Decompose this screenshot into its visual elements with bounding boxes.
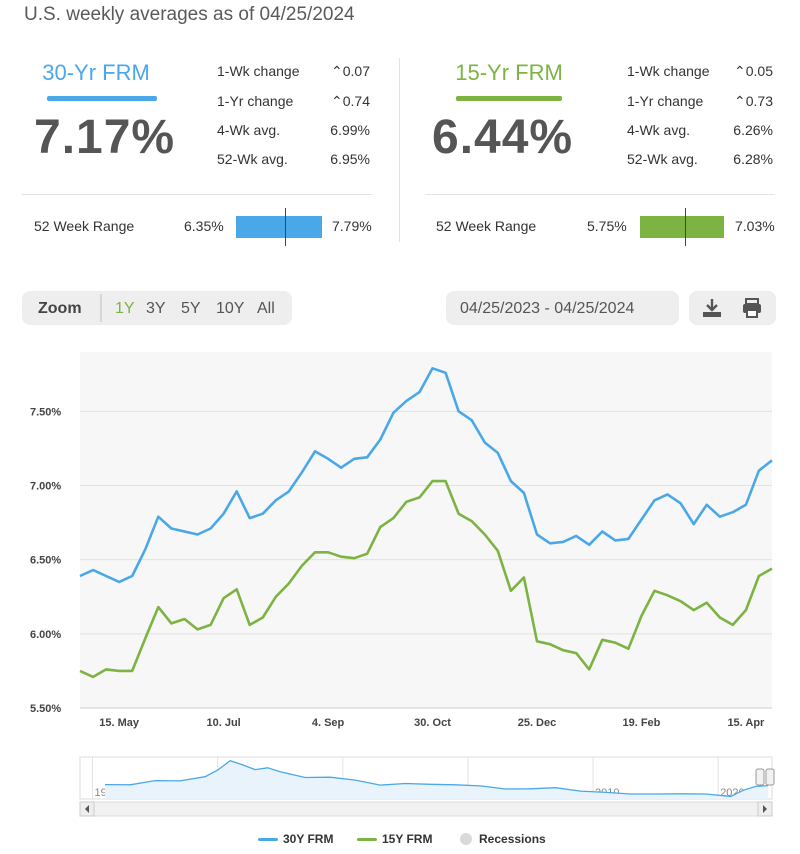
frm15-wk-change: 0.05: [745, 63, 773, 79]
frm30-panel: 30-Yr FRM 7.17% 1-Wk change ⌃0.07 1-Yr c…: [22, 56, 378, 246]
frm15-title: 15-Yr FRM: [455, 60, 563, 85]
frm15-range-label: 52 Week Range: [436, 218, 537, 234]
x-tick-label: 4. Sep: [312, 717, 345, 729]
frm30-stat-label: 52-Wk avg.: [217, 151, 288, 167]
y-tick-label: 6.00%: [30, 629, 61, 641]
frm15-stat-label: 1-Wk change: [627, 63, 710, 79]
x-tick-label: 15. May: [99, 717, 140, 729]
series-15y-line[interactable]: [79, 479, 773, 679]
header-text: U.S. weekly averages as of 04/25/2024: [24, 4, 355, 25]
frm15-4wk-avg: 6.26%: [733, 122, 773, 138]
frm15-stat-label: 4-Wk avg.: [627, 122, 691, 138]
frm30-range-bar: [236, 216, 322, 238]
zoom-toolbar: [22, 291, 292, 325]
x-tick-label: 25. Dec: [518, 717, 557, 729]
frm15-stat-value: ⌃0.05: [703, 63, 773, 80]
frm15-stat-value: ⌃0.73: [703, 93, 773, 110]
print-icon[interactable]: [740, 296, 764, 320]
y-tick-label: 6.50%: [30, 555, 61, 567]
legend-30y-label[interactable]: 30Y FRM: [283, 832, 334, 846]
frm30-title: 30-Yr FRM: [42, 60, 150, 85]
frm30-stat-label: 1-Yr change: [217, 93, 294, 109]
legend-15y-label[interactable]: 15Y FRM: [382, 832, 433, 846]
frm30-rate: 7.17%: [34, 111, 176, 164]
navigator-handle-right[interactable]: [765, 768, 775, 786]
frm30-stat-value: ⌃0.07: [300, 63, 370, 80]
x-tick-label: 10. Jul: [206, 717, 240, 729]
date-range-text: 04/25/2023 - 04/25/2024: [460, 300, 635, 317]
series-30y-line[interactable]: [79, 367, 773, 584]
frm30-stat-label: 1-Wk change: [217, 63, 300, 79]
legend-recessions-label[interactable]: Recessions: [479, 832, 546, 846]
plot-background: [80, 352, 772, 708]
frm30-range-label: 52 Week Range: [34, 218, 135, 234]
up-arrow-icon: ⌃: [734, 93, 746, 109]
panel-divider: [399, 58, 400, 242]
frm15-underline: [456, 96, 562, 101]
rate-chart: 5.50% 6.00% 6.50% 7.00% 7.50% 15. May 10. Jul…: [30, 352, 773, 729]
divider: [22, 194, 372, 195]
x-tick-label: 15. Apr: [727, 717, 765, 729]
navigator-series-line: [104, 759, 769, 798]
legend-15y-swatch: [357, 838, 377, 841]
frm30-range-high: 7.79%: [332, 218, 372, 234]
zoom-3y-button[interactable]: 3Y: [146, 300, 166, 317]
zoom-label: Zoom: [38, 300, 82, 317]
x-tick-label: 30. Oct: [414, 717, 451, 729]
up-arrow-icon: ⌃: [734, 63, 746, 79]
date-range-pill[interactable]: [446, 291, 679, 325]
frm15-yr-change: 0.73: [745, 93, 773, 109]
up-arrow-icon: ⌃: [331, 93, 343, 109]
tools-pill: [689, 291, 776, 325]
zoom-5y-button[interactable]: 5Y: [181, 300, 201, 317]
frm15-range-bar: [640, 216, 724, 238]
frm30-4wk-avg: 6.99%: [330, 122, 370, 138]
x-tick-label: 19. Feb: [622, 717, 660, 729]
navigator-scrollbar[interactable]: [79, 801, 773, 817]
frm15-52wk-avg: 6.28%: [733, 151, 773, 167]
frm15-stat-label: 1-Yr change: [627, 93, 704, 109]
frm15-range-high: 7.03%: [735, 218, 775, 234]
navigator[interactable]: 197019801990200020102020: [0, 755, 800, 820]
frm30-52wk-avg: 6.95%: [330, 151, 370, 167]
zoom-separator: [100, 294, 102, 322]
frm30-wk-change: 0.07: [342, 63, 370, 79]
zoom-1y-button[interactable]: 1Y: [115, 300, 135, 317]
y-tick-label: 7.00%: [30, 481, 61, 493]
legend-30y-swatch: [258, 838, 278, 841]
frm30-stat-value: ⌃0.74: [300, 93, 370, 110]
legend-recessions-dot: [460, 833, 472, 845]
frm30-stat-label: 4-Wk avg.: [217, 122, 281, 138]
frm15-range-marker: [685, 208, 687, 246]
y-tick-label: 7.50%: [30, 406, 61, 418]
scroll-left-icon: [85, 805, 89, 813]
scroll-right-icon: [763, 805, 767, 813]
navigator-area: [105, 760, 769, 799]
download-icon[interactable]: [700, 296, 724, 320]
frm15-range-low: 5.75%: [587, 218, 627, 234]
zoom-10y-button[interactable]: 10Y: [216, 300, 245, 317]
frm30-underline: [47, 96, 157, 101]
frm30-range-marker: [284, 208, 286, 246]
frm15-panel: 15-Yr FRM 6.44% 1-Wk change ⌃0.05 1-Yr c…: [425, 56, 781, 246]
frm15-rate: 6.44%: [432, 111, 574, 164]
up-arrow-icon: ⌃: [331, 63, 343, 79]
frm15-stat-label: 52-Wk avg.: [627, 151, 698, 167]
zoom-all-button[interactable]: All: [257, 300, 275, 317]
frm30-yr-change: 0.74: [342, 93, 370, 109]
y-tick-label: 5.50%: [30, 703, 61, 715]
frm30-range-low: 6.35%: [184, 218, 224, 234]
navigator-handle-left[interactable]: [755, 768, 765, 786]
divider: [425, 194, 775, 195]
